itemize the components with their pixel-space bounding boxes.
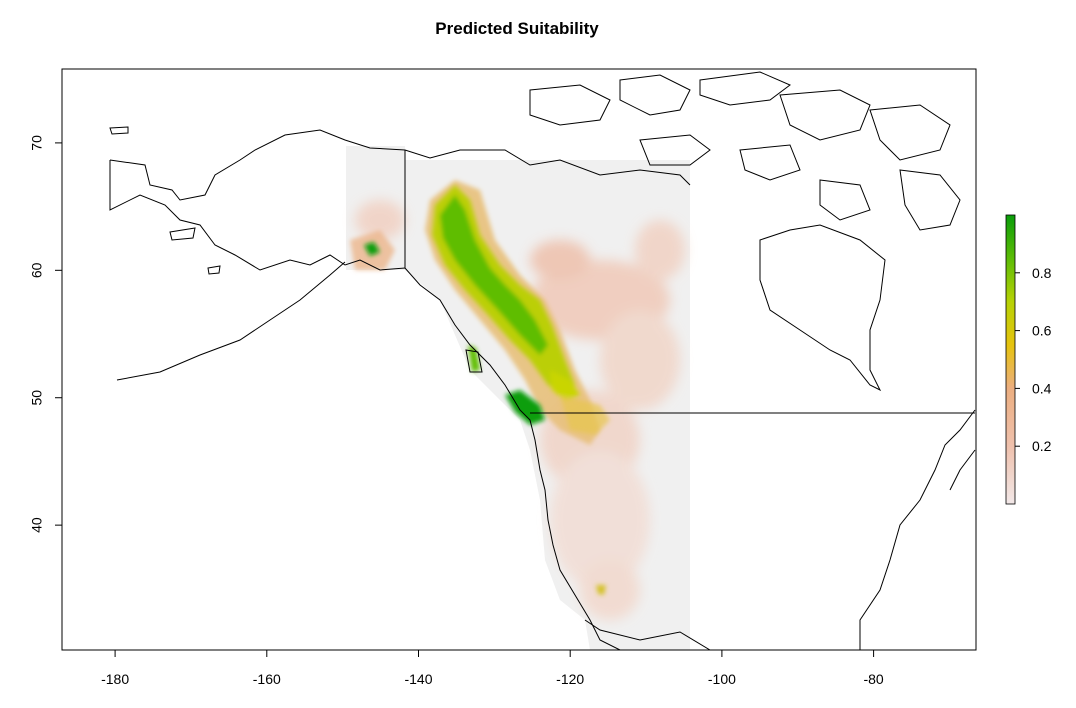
x-tick-label: -180 xyxy=(101,671,129,687)
legend-tick-label: 0.8 xyxy=(1032,265,1052,281)
y-tick-label: 50 xyxy=(29,390,45,406)
high-suitability-band xyxy=(364,185,610,595)
y-tick-label: 70 xyxy=(29,135,45,151)
low-suitability-wash xyxy=(355,200,685,620)
coastlines xyxy=(109,71,976,650)
x-tick-label: -80 xyxy=(863,671,883,687)
x-tick-label: -160 xyxy=(253,671,281,687)
plot-area xyxy=(109,71,976,650)
legend-tick-label: 0.6 xyxy=(1032,323,1052,339)
x-tick-label: -100 xyxy=(708,671,736,687)
map-title: Predicted Suitability xyxy=(435,19,599,38)
y-axis: 40 50 60 70 xyxy=(29,135,63,533)
y-tick-label: 40 xyxy=(29,517,45,533)
x-tick-label: -140 xyxy=(404,671,432,687)
y-tick-label: 60 xyxy=(29,262,45,278)
legend-tick-label: 0.4 xyxy=(1032,380,1052,396)
legend-tick-label: 0.2 xyxy=(1032,438,1052,454)
legend-colorbar xyxy=(1005,214,1016,505)
x-axis: -180 -160 -140 -120 -100 -80 xyxy=(101,649,884,687)
x-tick-label: -120 xyxy=(556,671,584,687)
legend-ticks: 0.2 0.4 0.6 0.8 xyxy=(1015,265,1052,454)
